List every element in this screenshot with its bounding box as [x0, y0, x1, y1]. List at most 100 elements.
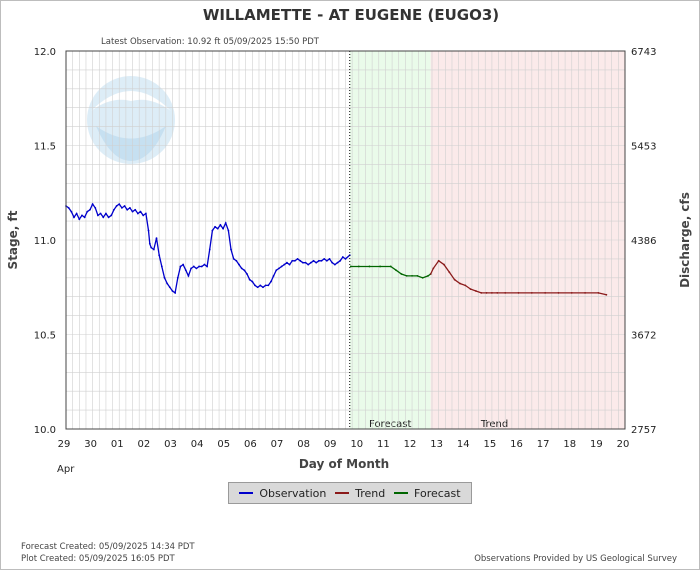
series-point-trend: [475, 290, 477, 292]
x-tick-label: 17: [537, 439, 550, 450]
series-point-forecast: [379, 265, 382, 268]
y2-axis-label: Discharge, cfs: [678, 192, 692, 288]
series-point-observation: [339, 259, 342, 262]
series-point-observation: [312, 259, 315, 262]
x-tick-label: 12: [404, 439, 417, 450]
series-point-observation: [270, 280, 272, 283]
series-point-observation: [262, 286, 264, 289]
series-point-observation: [168, 286, 171, 289]
x-tick-label: 03: [164, 439, 177, 450]
series-point-observation: [131, 210, 134, 213]
noaa-logo-watermark: [87, 76, 175, 164]
series-point-observation: [206, 265, 208, 268]
series-point-trend: [496, 292, 499, 294]
forecast-region-label: Forecast: [369, 419, 411, 430]
series-point-observation: [309, 261, 312, 264]
y2-tick-label: 2757: [631, 425, 656, 436]
series-point-observation: [158, 254, 161, 257]
series-point-observation: [192, 265, 195, 268]
legend-swatch-forecast: [394, 492, 409, 494]
series-point-observation: [227, 229, 230, 232]
series-point-forecast: [416, 275, 419, 277]
series-point-trend: [429, 273, 432, 275]
series-point-forecast: [411, 275, 413, 277]
series-point-observation: [203, 263, 206, 266]
series-point-observation: [275, 269, 278, 272]
series-point-observation: [296, 258, 299, 260]
y-tick-label: 12.0: [34, 47, 56, 58]
series-point-trend: [491, 292, 493, 294]
series-point-observation: [126, 208, 129, 211]
series-point-observation: [288, 263, 291, 266]
x-tick-label: 18: [563, 439, 576, 450]
series-point-trend: [459, 282, 461, 285]
series-point-observation: [211, 229, 214, 232]
x-tick-label: 29: [58, 439, 71, 450]
series-point-forecast: [368, 265, 371, 268]
noaa-logo-circle: [87, 76, 175, 164]
series-point-forecast: [389, 265, 392, 268]
series-point-trend: [448, 271, 451, 274]
x-tick-label: 20: [617, 439, 630, 450]
plot-created-text: Plot Created: 05/09/2025 16:05 PDT: [21, 554, 175, 564]
chart-legend: Observation Trend Forecast: [228, 482, 472, 504]
series-point-observation: [123, 205, 126, 207]
series-point-observation: [182, 263, 185, 266]
series-point-observation: [118, 203, 121, 205]
noaa-logo-wave-icon: [96, 126, 166, 161]
series-point-observation: [155, 237, 158, 240]
series-point-observation: [89, 208, 91, 211]
series-point-trend: [597, 292, 600, 294]
y2-tick-label: 6743: [631, 47, 656, 58]
series-point-observation: [328, 258, 331, 260]
series-point-observation: [200, 265, 203, 268]
y-tick-label: 10.5: [34, 331, 56, 342]
series-point-forecast: [357, 265, 360, 268]
series-point-observation: [214, 225, 216, 228]
series-point-observation: [148, 242, 151, 245]
series-point-observation: [238, 263, 240, 266]
series-point-observation: [91, 203, 94, 205]
series-point-observation: [73, 216, 75, 219]
series-point-observation: [280, 265, 283, 268]
series-point-observation: [83, 216, 86, 219]
series-point-trend: [453, 278, 456, 281]
legend-item-forecast: Forecast: [394, 487, 461, 500]
series-point-observation: [94, 206, 97, 209]
series-point-forecast: [400, 273, 403, 275]
x-tick-label: 19: [590, 439, 603, 450]
series-point-observation: [294, 259, 296, 262]
series-point-observation: [251, 280, 254, 283]
series-point-trend: [570, 292, 573, 294]
x-tick-label: 05: [217, 439, 230, 450]
series-point-observation: [160, 265, 163, 268]
series-point-observation: [107, 216, 110, 219]
series-point-observation: [198, 265, 200, 268]
series-point-observation: [70, 210, 73, 213]
series-point-observation: [75, 212, 78, 215]
x-tick-label: 30: [84, 439, 97, 450]
y2-tick-label: 4386: [631, 236, 656, 247]
series-point-observation: [86, 210, 89, 213]
series-point-observation: [278, 267, 280, 270]
series-point-observation: [142, 214, 145, 217]
series-point-trend: [605, 293, 608, 296]
series-point-trend: [437, 259, 440, 262]
series-point-observation: [171, 290, 174, 292]
x-tick-label: 16: [510, 439, 523, 450]
series-point-forecast: [405, 275, 408, 277]
series-point-observation: [317, 259, 320, 262]
series-point-observation: [110, 214, 113, 217]
series-point-observation: [99, 212, 102, 215]
series-point-observation: [341, 256, 344, 258]
series-point-observation: [283, 263, 286, 266]
y-axis-label: Stage, ft: [6, 210, 20, 269]
series-point-observation: [336, 261, 339, 264]
series-point-observation: [333, 263, 336, 266]
forecast-created-text: Forecast Created: 05/09/2025 14:34 PDT: [21, 542, 195, 552]
series-point-forecast: [427, 275, 429, 277]
series-point-observation: [256, 286, 259, 289]
x-tick-label: 15: [484, 439, 497, 450]
legend-item-trend: Trend: [335, 487, 385, 500]
